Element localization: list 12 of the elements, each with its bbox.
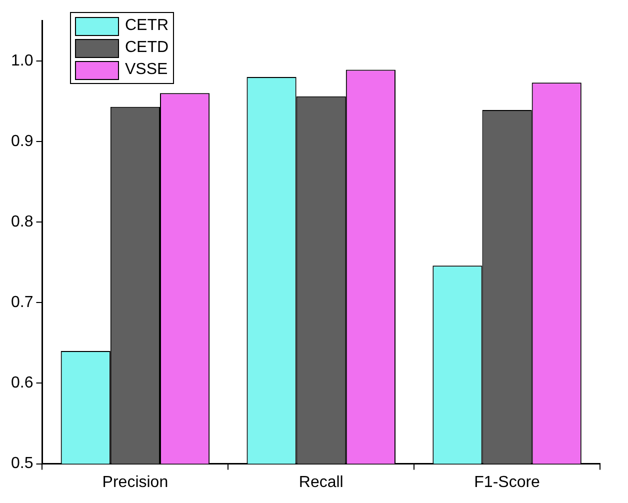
x-tick-label: Precision bbox=[102, 474, 168, 491]
y-tick-label: 1.0 bbox=[10, 52, 34, 70]
legend-label: CETR bbox=[125, 17, 169, 35]
y-tick-label: 0.5 bbox=[10, 455, 34, 472]
legend-label: CETD bbox=[125, 39, 169, 57]
y-tick-label: 0.7 bbox=[10, 294, 34, 312]
x-tick-label: Recall bbox=[298, 474, 344, 491]
y-tick-label: 0.8 bbox=[10, 213, 34, 230]
legend-label: VSSE bbox=[125, 61, 168, 79]
x-tick-label: F1-Score bbox=[474, 474, 540, 491]
y-tick-label: 0.9 bbox=[10, 132, 34, 150]
y-tick-label: 0.6 bbox=[10, 374, 34, 392]
